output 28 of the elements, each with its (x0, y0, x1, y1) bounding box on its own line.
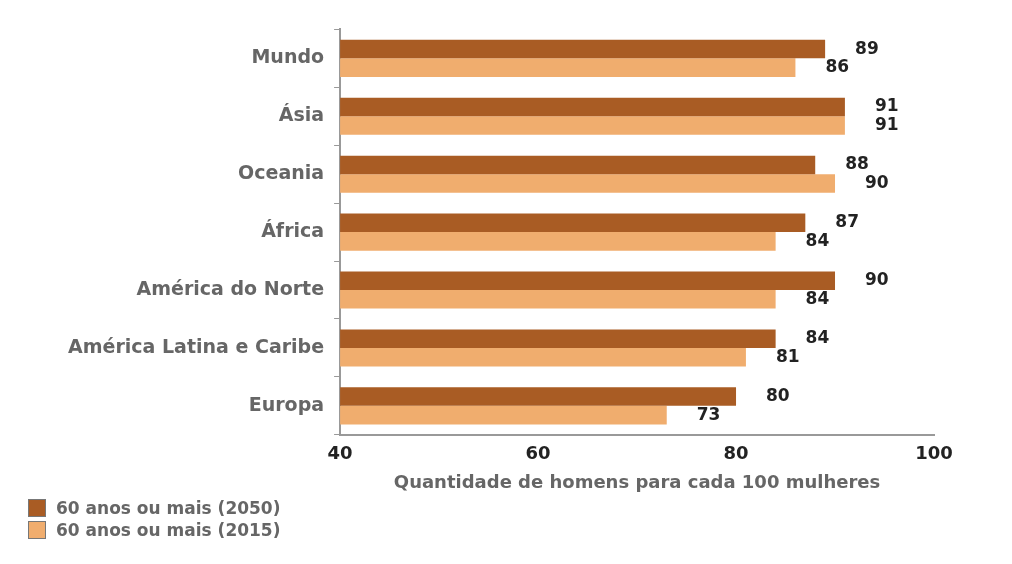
data-label: 84 (805, 229, 830, 250)
data-label: 90 (865, 171, 889, 192)
data-label: 84 (805, 327, 830, 348)
y-tick-label: Europa (248, 392, 325, 415)
data-label: 91 (874, 113, 899, 134)
legend-label: 60 anos ou mais (2015) (56, 520, 281, 540)
y-tick-label: África (261, 219, 325, 242)
data-label: 90 (865, 269, 889, 290)
data-label: 73 (696, 403, 721, 424)
x-tick-label: 40 (327, 442, 353, 464)
y-tick-label: América do Norte (136, 276, 325, 299)
y-tick-label: Mundo (251, 45, 325, 68)
y-tick-label: Ásia (278, 103, 325, 126)
y-tick-label: América Latina e Caribe (68, 334, 325, 357)
x-tick-label: 80 (723, 442, 749, 464)
x-axis-title: Quantidade de homens para cada 100 mulheres (393, 470, 881, 492)
data-label: 80 (766, 385, 790, 405)
data-label: 91 (874, 95, 899, 116)
data-label: 84 (805, 287, 830, 308)
data-label: 86 (825, 56, 850, 77)
y-tick-label: Oceania (238, 161, 325, 184)
data-label: 88 (845, 153, 869, 174)
legend-label: 60 anos ou mais (2050) (56, 498, 281, 518)
data-label: 89 (855, 37, 879, 58)
data-label: 81 (775, 345, 800, 366)
data-label: 87 (835, 211, 859, 232)
x-tick-label: 60 (525, 442, 551, 464)
x-tick-label: 100 (915, 442, 953, 464)
